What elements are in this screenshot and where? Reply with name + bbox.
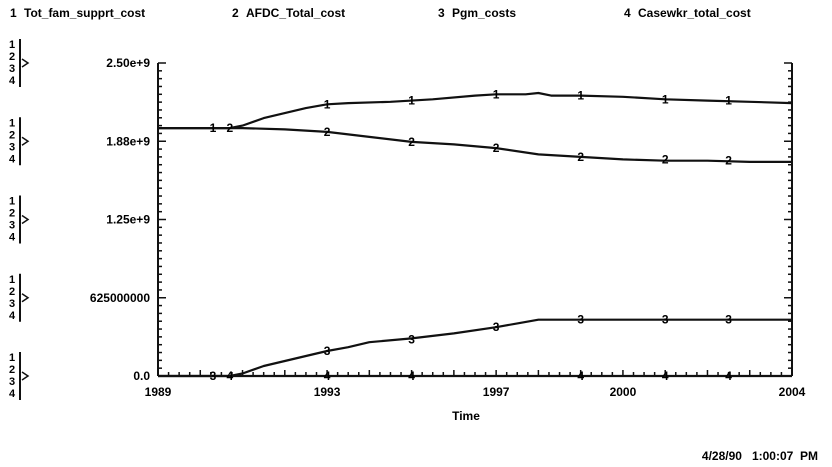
series-marker-4: 4 xyxy=(324,369,331,383)
y-axis-stack-number: 1 xyxy=(9,196,15,208)
legend-label-4: Casewkr_total_cost xyxy=(638,6,751,20)
timestamp: 4/28/90 1:00:07 PM xyxy=(702,449,818,463)
y-axis-stack-arrow xyxy=(21,214,30,225)
x-tick-label: 2004 xyxy=(779,385,806,399)
y-axis-stack-number: 1 xyxy=(9,274,15,286)
series-marker-3: 3 xyxy=(210,369,217,383)
y-axis-stack-number: 3 xyxy=(9,63,15,75)
series-line-1 xyxy=(158,91,793,130)
y-axis-stack-number: 4 xyxy=(9,75,16,87)
y-tick-label: 625000000 xyxy=(90,291,150,305)
series-marker-2: 2 xyxy=(227,121,234,135)
series-marker-4: 4 xyxy=(725,369,732,383)
series-marker-1: 1 xyxy=(324,97,331,111)
y-axis-stack-arrow xyxy=(21,371,30,381)
series-marker-4: 4 xyxy=(662,369,669,383)
x-tick-labels: 1989 1993 1997 2000 2004 xyxy=(145,385,806,399)
y-axis-stack-number: 3 xyxy=(9,220,15,232)
series-line-3 xyxy=(158,318,792,378)
x-tick-label: 1993 xyxy=(314,385,341,399)
series-marker-1: 1 xyxy=(725,94,732,108)
series-marker-3: 3 xyxy=(324,344,331,358)
y-tick-label: 1.88e+9 xyxy=(106,134,150,148)
series-marker-1: 1 xyxy=(577,89,584,103)
legend-label-2: AFDC_Total_cost xyxy=(246,6,345,20)
series-marker-2: 2 xyxy=(577,150,584,164)
series-marker-2: 2 xyxy=(662,152,669,166)
y-axis-stack-number: 4 xyxy=(9,153,16,165)
series-marker-1: 1 xyxy=(210,121,217,135)
y-axis-stack-number: 2 xyxy=(9,129,15,141)
y-tick-labels: 2.50e+9 1.88e+9 1.25e+9 625000000 0.0 xyxy=(90,56,150,383)
x-tick-label: 1997 xyxy=(483,385,510,399)
y-axis-stack-number: 2 xyxy=(9,51,15,63)
y-axis-stack-number: 1 xyxy=(9,352,15,364)
x-tick-label: 2000 xyxy=(610,385,637,399)
y-axis-stack-number: 1 xyxy=(9,117,15,129)
y-axis-stack-number: 3 xyxy=(9,298,15,310)
series-marker-2: 2 xyxy=(408,135,415,149)
series-marker-4: 4 xyxy=(227,369,234,383)
series-marker-1: 1 xyxy=(662,92,669,106)
series-marker-3: 3 xyxy=(577,313,584,327)
legend: 1 Tot_fam_supprt_cost 2 AFDC_Total_cost 3 Pgm… xyxy=(10,6,751,20)
series-marker-2: 2 xyxy=(324,125,331,139)
series-marker-4: 4 xyxy=(577,369,584,383)
y-axis-stack-arrow xyxy=(21,293,30,303)
series-line-2 xyxy=(158,127,792,163)
x-tick-label: 1989 xyxy=(145,385,172,399)
legend-label-1: Tot_fam_supprt_cost xyxy=(24,6,145,20)
plot-frame xyxy=(157,62,793,377)
y-tick-label: 0.0 xyxy=(133,369,150,383)
y-tick-label: 1.25e+9 xyxy=(106,213,150,227)
legend-number-3: 3 xyxy=(438,6,445,20)
y-axis-stack-arrow xyxy=(21,136,30,146)
series-marker-1: 1 xyxy=(493,87,500,101)
y-axis-stack-number: 4 xyxy=(9,232,16,244)
legend-number-4: 4 xyxy=(624,6,631,20)
y-axis-stack-number: 2 xyxy=(9,208,15,220)
y-axis-stack-arrow xyxy=(21,58,30,68)
series-marker-3: 3 xyxy=(493,320,500,334)
legend-number-1: 1 xyxy=(10,6,17,20)
series-marker-4: 4 xyxy=(408,369,415,383)
series-marker-3: 3 xyxy=(725,313,732,327)
y-axis-stack-number: 1 xyxy=(9,39,15,51)
legend-label-3: Pgm_costs xyxy=(452,6,516,20)
series-marker-1: 1 xyxy=(408,94,415,108)
y-axis-stack-number: 2 xyxy=(9,286,15,298)
y-axis-stack-number: 3 xyxy=(9,141,15,153)
series-marker-3: 3 xyxy=(408,333,415,347)
y-axis-stack-number: 4 xyxy=(9,310,16,322)
y-axis-stack-number: 2 xyxy=(9,364,15,376)
y-tick-label: 2.50e+9 xyxy=(106,56,150,70)
series-marker-2: 2 xyxy=(493,141,500,155)
series-marker-3: 3 xyxy=(662,313,669,327)
y-axis-stack-number: 4 xyxy=(9,388,16,400)
legend-number-2: 2 xyxy=(232,6,239,20)
series-marker-2: 2 xyxy=(725,154,732,168)
series-lines xyxy=(158,91,793,378)
y-axis-stack-number: 3 xyxy=(9,376,15,388)
x-axis-label: Time xyxy=(452,409,480,423)
